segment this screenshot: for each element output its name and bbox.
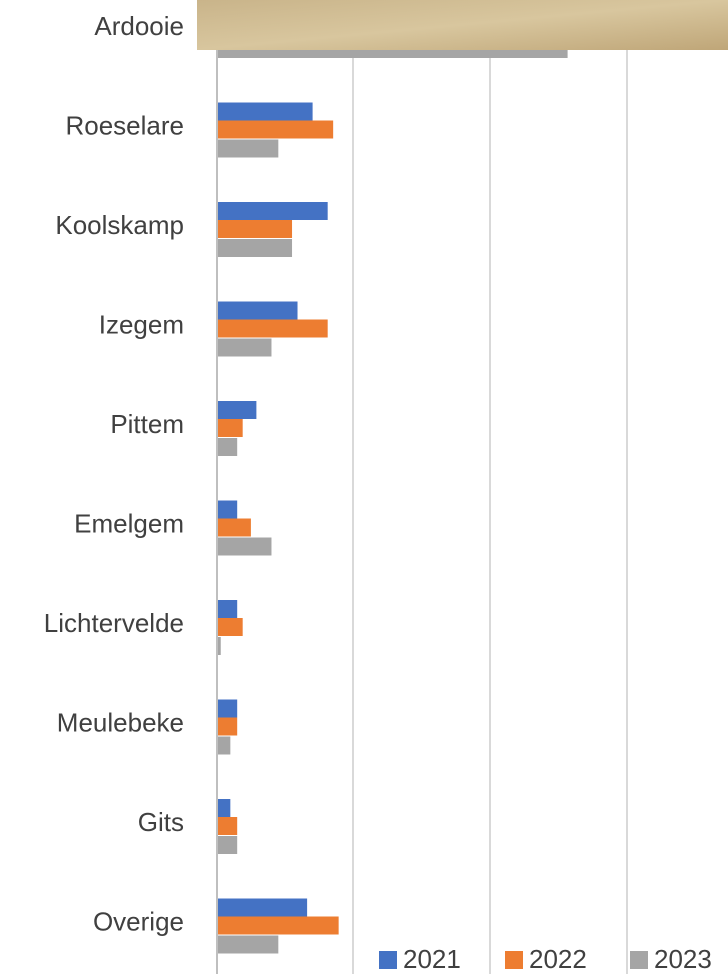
- bar: [218, 338, 272, 357]
- bars: [218, 40, 568, 954]
- y-tick-label: Ardooie: [94, 11, 184, 41]
- bar: [218, 916, 339, 935]
- bar: [218, 401, 257, 419]
- bar: [218, 102, 313, 121]
- bar: [218, 736, 231, 755]
- bar: [218, 518, 251, 537]
- bar: [218, 935, 279, 954]
- y-tick-label: Overige: [93, 906, 184, 936]
- bar: [218, 319, 328, 338]
- y-tick-label: Koolskamp: [55, 210, 184, 240]
- legend-label: 2021: [403, 944, 461, 974]
- y-tick-label: Meulebeke: [57, 707, 184, 737]
- bar: [218, 618, 243, 636]
- bar: [218, 419, 243, 437]
- bar: [218, 836, 238, 854]
- bar: [218, 817, 238, 835]
- y-tick-label: Izegem: [99, 309, 184, 339]
- legend-label: 2022: [529, 944, 587, 974]
- bar: [218, 537, 272, 556]
- bar: [218, 120, 334, 139]
- bar: [218, 202, 328, 220]
- legend-label: 2023: [654, 944, 712, 974]
- bar: [218, 139, 279, 158]
- y-tick-label: Emelgem: [74, 508, 184, 538]
- y-tick-label: Pittem: [110, 409, 184, 439]
- bar: [218, 799, 231, 817]
- bar: [218, 301, 298, 320]
- bar: [218, 500, 238, 519]
- bar: [218, 717, 238, 736]
- y-tick-label: Lichtervelde: [44, 608, 184, 638]
- bar: [218, 699, 238, 718]
- legend-swatch: [379, 951, 397, 969]
- legend-swatch: [630, 951, 648, 969]
- bar: [218, 438, 238, 456]
- bar: [218, 898, 308, 917]
- y-tick-label: Roeselare: [65, 110, 184, 140]
- bar: [218, 220, 293, 238]
- bar: [218, 637, 221, 655]
- y-tick-label: Gits: [138, 807, 184, 837]
- photo: [197, 0, 728, 50]
- bar: [218, 600, 238, 618]
- legend-swatch: [505, 951, 523, 969]
- bar: [218, 239, 293, 257]
